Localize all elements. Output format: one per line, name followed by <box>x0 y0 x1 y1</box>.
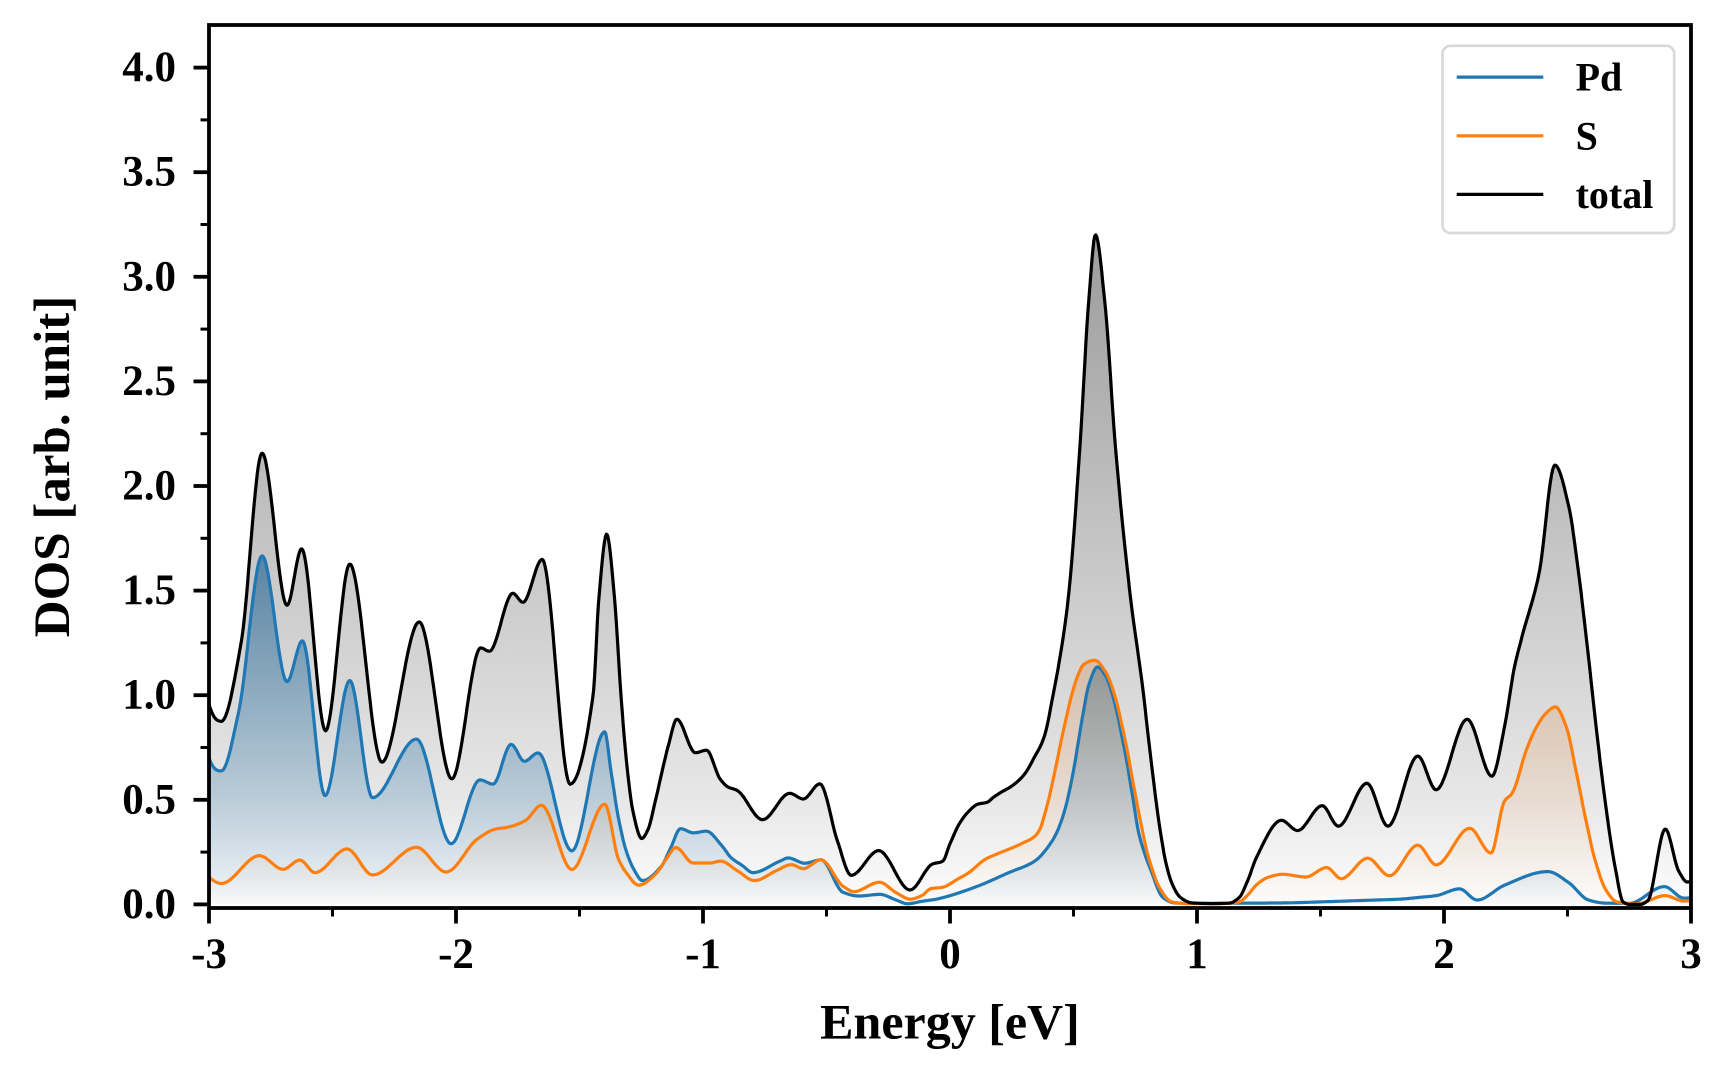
svg-text:1.0: 1.0 <box>122 672 176 719</box>
svg-text:-2: -2 <box>438 931 474 978</box>
svg-text:-3: -3 <box>191 931 227 978</box>
svg-text:2: 2 <box>1433 931 1455 978</box>
svg-text:0.5: 0.5 <box>122 776 176 823</box>
svg-text:0.0: 0.0 <box>122 881 176 928</box>
svg-text:0: 0 <box>939 931 961 978</box>
svg-text:1: 1 <box>1186 931 1208 978</box>
svg-text:2.5: 2.5 <box>122 358 176 405</box>
svg-text:Pd: Pd <box>1576 55 1623 100</box>
svg-text:-1: -1 <box>685 931 721 978</box>
svg-text:3: 3 <box>1680 931 1702 978</box>
svg-text:3.5: 3.5 <box>122 149 176 196</box>
svg-text:DOS [arb. unit]: DOS [arb. unit] <box>25 296 81 637</box>
svg-text:1.5: 1.5 <box>122 567 176 614</box>
svg-text:4.0: 4.0 <box>122 44 176 91</box>
svg-text:S: S <box>1576 113 1598 158</box>
svg-text:Energy [eV]: Energy [eV] <box>820 994 1080 1050</box>
svg-text:3.0: 3.0 <box>122 253 176 300</box>
svg-text:2.0: 2.0 <box>122 463 176 510</box>
svg-text:total: total <box>1576 172 1654 217</box>
